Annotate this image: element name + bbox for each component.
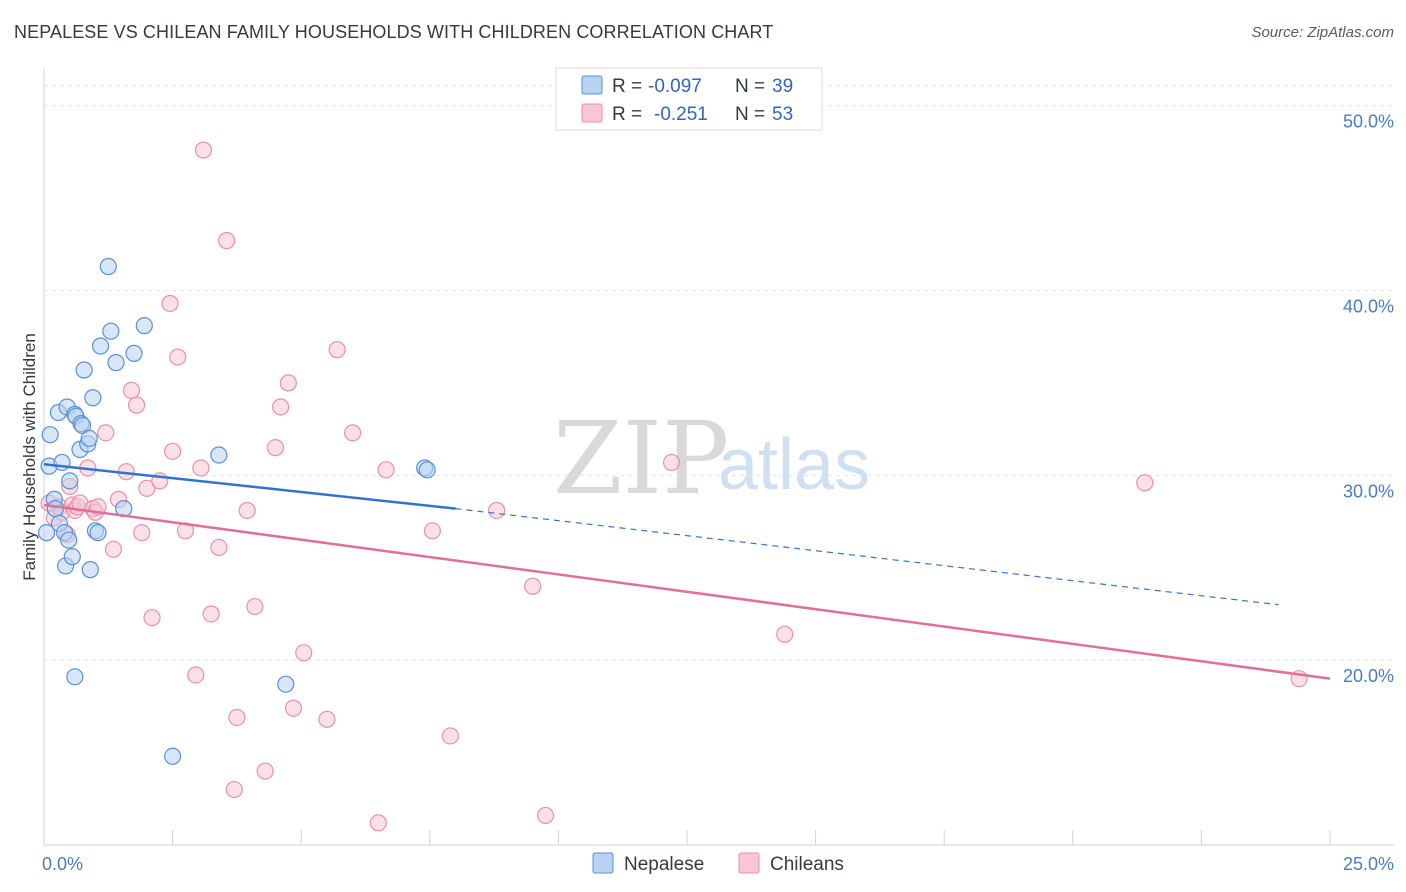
chileans-point-40 (272, 398, 290, 416)
chileans-point-45 (328, 341, 346, 359)
nepalese-point-26 (89, 524, 107, 542)
legend-n-label-nepalese: N = (735, 76, 765, 97)
nepalese-point-0 (37, 524, 56, 542)
legend-r-value-nepalese: -0.097 (648, 76, 702, 97)
chileans-point-50 (441, 727, 459, 745)
chileans-point-55 (776, 625, 794, 643)
watermark-atlas: atlas (718, 425, 870, 505)
y-tick-label-40: 40.0% (1343, 297, 1394, 317)
chileans-point-36 (238, 501, 256, 520)
correlation-legend: R = -0.097 N = 39 R = -0.251 N = 53 (555, 67, 823, 131)
chileans-point-34 (228, 708, 246, 727)
nepalese-point-13 (63, 548, 81, 566)
chileans-point-38 (256, 762, 274, 780)
chileans-point-41 (279, 374, 297, 392)
nepalese-point-22 (80, 429, 98, 447)
chileans-point-48 (377, 461, 395, 479)
legend-n-value-chileans: 53 (772, 104, 793, 125)
chileans-point-56 (1136, 474, 1154, 492)
nepalese-point-24 (84, 389, 102, 407)
grid (44, 84, 1394, 661)
nepalese-point-23 (81, 561, 99, 579)
y-axis-label: Family Households with Children (20, 333, 39, 581)
chileans-point-28 (187, 666, 205, 684)
legend-n-value-nepalese: 39 (772, 76, 793, 97)
y-tick-labels: 20.0% 30.0% 40.0% 50.0% (1343, 112, 1394, 686)
nepalese-point-4 (46, 500, 64, 518)
chileans-point-29 (192, 459, 210, 477)
bottom-legend-swatch-chileans (738, 852, 760, 874)
chart-title: NEPALESE VS CHILEAN FAMILY HOUSEHOLDS WI… (14, 22, 774, 42)
chileans-point-30 (194, 141, 213, 159)
trend-lines (43, 463, 1331, 680)
chileans-point-49 (423, 522, 441, 540)
chileans-point-22 (143, 609, 161, 627)
nepalese-point-35 (210, 446, 228, 464)
nepalese-point-15 (66, 668, 84, 686)
chileans-point-20 (133, 524, 151, 542)
nepalese-trend-line (43, 463, 456, 510)
source-credit: Source: ZipAtlas.com (1251, 24, 1394, 41)
nepalese-trend-line-extension (455, 508, 1279, 606)
bottom-legend-label-nepalese: Nepalese (624, 854, 704, 875)
chileans-point-52 (524, 577, 542, 595)
nepalese-point-32 (125, 344, 143, 362)
nepalese-point-20 (75, 361, 93, 379)
axes (43, 68, 1394, 846)
nepalese-point-12 (61, 472, 79, 490)
series-legend: Nepalese Chileans (592, 852, 844, 875)
chileans-point-26 (169, 348, 187, 366)
x-tick-label-min: 0.0% (42, 854, 83, 874)
chileans-point-44 (318, 710, 336, 728)
nepalese-point-36 (277, 675, 295, 693)
nepalese-point-30 (107, 354, 125, 372)
y-tick-label-20: 20.0% (1343, 666, 1394, 686)
chileans-point-51 (488, 501, 506, 520)
chileans-point-43 (295, 644, 313, 662)
chileans-point-42 (284, 699, 303, 717)
chileans-point-14 (97, 424, 115, 442)
chileans-point-18 (122, 381, 141, 399)
bottom-legend-label-chileans: Chileans (770, 854, 844, 875)
chileans-point-35 (225, 780, 243, 799)
nepalese-point-33 (135, 317, 153, 335)
chileans-point-53 (536, 806, 555, 825)
chileans-point-32 (210, 538, 228, 557)
chileans-point-47 (369, 814, 387, 832)
nepalese-point-27 (91, 337, 110, 355)
legend-swatch-chileans (581, 103, 603, 123)
chileans-point-39 (266, 439, 285, 457)
y-tick-label-30: 30.0% (1343, 481, 1394, 501)
legend-r-label-chileans: R = (612, 104, 642, 125)
bottom-legend-swatch-nepalese (592, 852, 614, 874)
chileans-point-54 (662, 453, 681, 472)
chileans-trend-line (43, 503, 1331, 680)
legend-swatch-nepalese (581, 75, 603, 95)
legend-r-label-nepalese: R = (612, 76, 642, 97)
chileans-point-19 (127, 396, 146, 414)
chileans-point-24 (161, 294, 179, 313)
x-tick-label-max: 25.0% (1343, 854, 1394, 874)
nepalese-point-11 (60, 531, 78, 549)
nepalese-point-38 (418, 461, 436, 479)
watermark: ZIP atlas (553, 400, 870, 517)
y-tick-label-50: 50.0% (1343, 112, 1394, 132)
legend-r-value-chileans: -0.251 (654, 104, 708, 125)
chileans-point-33 (218, 232, 236, 250)
nepalese-point-34 (164, 747, 182, 765)
nepalese-point-29 (102, 322, 120, 340)
chileans-point-15 (104, 540, 123, 558)
chileans-point-25 (164, 442, 182, 460)
chileans-point-46 (344, 424, 362, 442)
chileans-point-21 (138, 479, 156, 497)
chileans-point-37 (246, 597, 264, 616)
nepalese-point-2 (41, 426, 59, 444)
legend-n-label-chileans: N = (735, 104, 765, 125)
chileans-point-31 (202, 605, 220, 623)
x-tick-marks (172, 830, 1331, 845)
watermark-zip: ZIP (553, 400, 729, 517)
nepalese-point-28 (99, 257, 117, 276)
